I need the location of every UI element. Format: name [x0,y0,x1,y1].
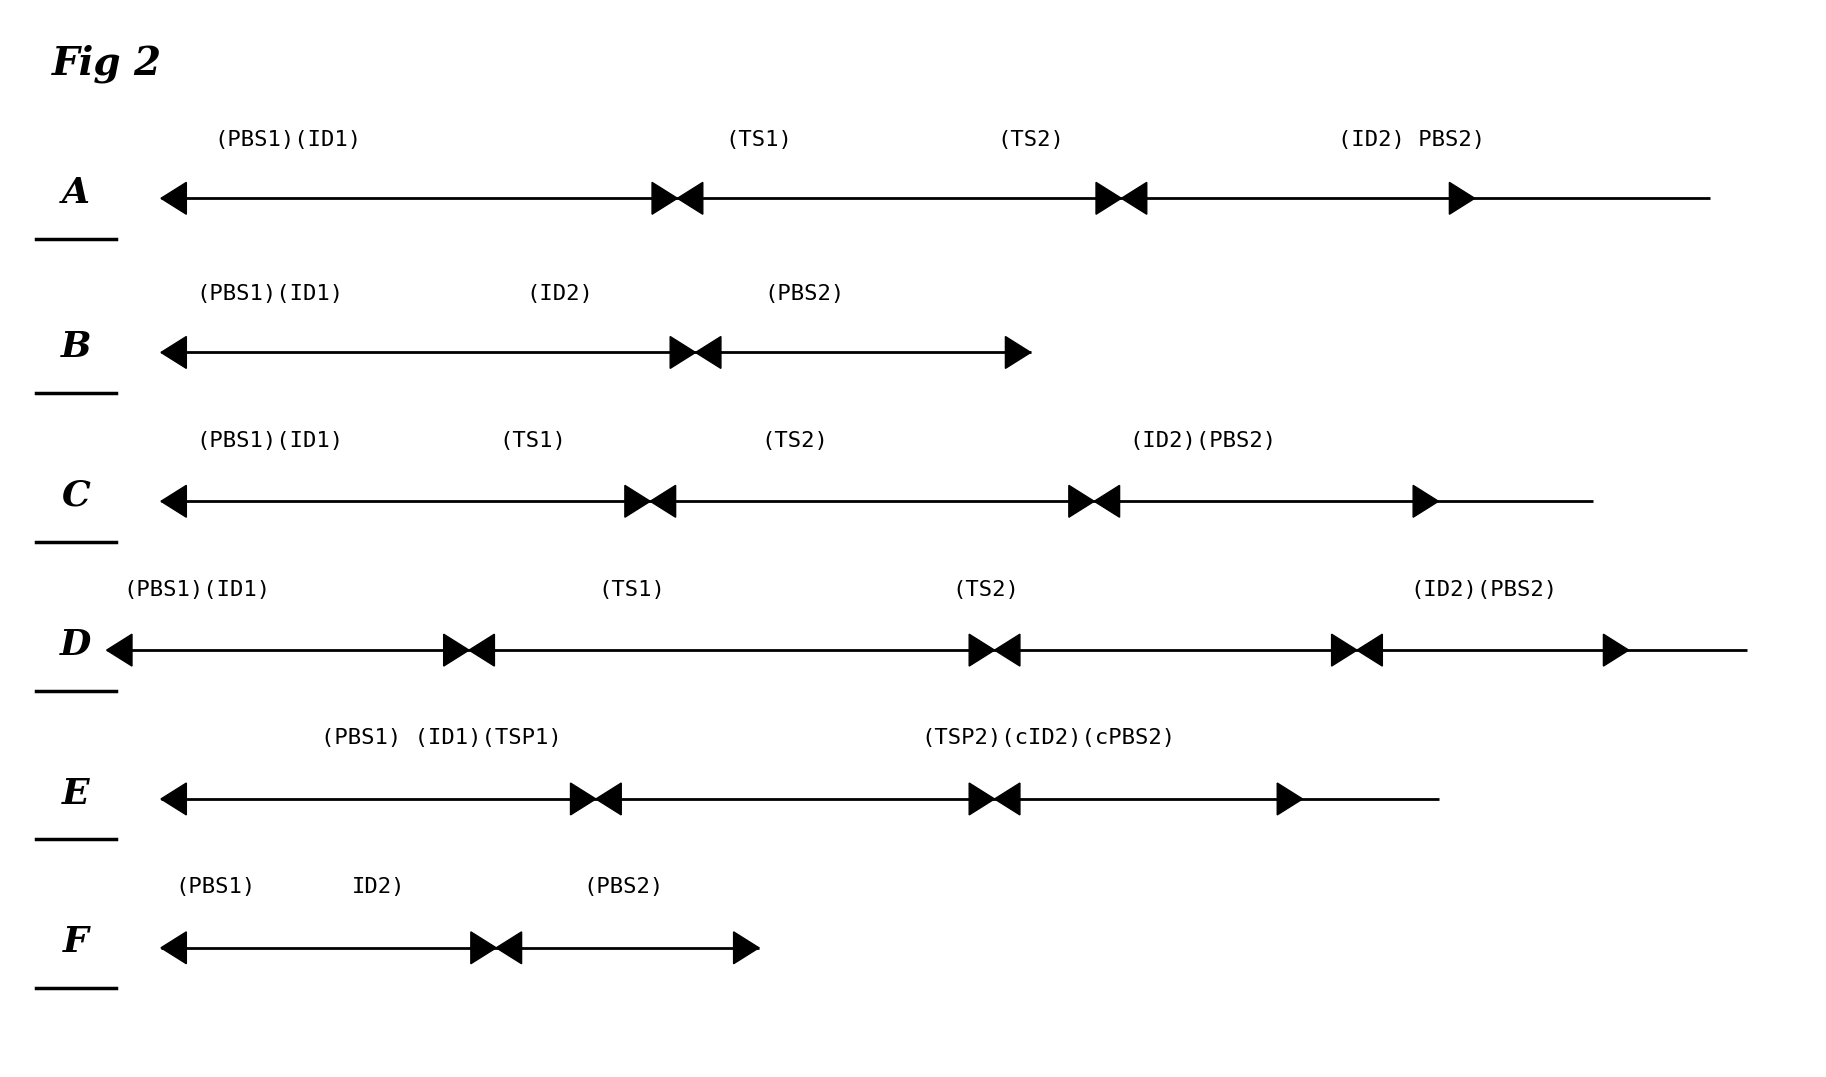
Polygon shape [1413,486,1439,517]
Text: (ID2)(PBS2): (ID2)(PBS2) [1128,431,1276,450]
Polygon shape [970,634,995,666]
Polygon shape [161,486,186,517]
Text: (TS2): (TS2) [951,579,1019,600]
Polygon shape [1096,182,1121,214]
Text: C: C [62,479,89,513]
Polygon shape [995,634,1021,666]
Polygon shape [497,932,522,964]
Polygon shape [595,783,621,815]
Text: D: D [60,628,91,661]
Text: (PBS1)(ID1): (PBS1)(ID1) [214,130,362,150]
Polygon shape [469,634,495,666]
Polygon shape [570,783,595,815]
Polygon shape [161,182,186,214]
Text: (PBS1): (PBS1) [175,877,256,897]
Text: (PBS2): (PBS2) [763,284,844,304]
Polygon shape [650,486,676,517]
Polygon shape [970,783,995,815]
Polygon shape [471,932,497,964]
Text: (TSP2)(cID2)(cPBS2): (TSP2)(cID2)(cPBS2) [922,728,1176,749]
Polygon shape [652,182,677,214]
Text: (TS2): (TS2) [997,130,1065,150]
Polygon shape [1121,182,1147,214]
Polygon shape [1276,783,1302,815]
Text: A: A [62,176,89,210]
Polygon shape [1006,336,1032,368]
Text: (PBS1)(ID1): (PBS1)(ID1) [195,431,343,450]
Polygon shape [1357,634,1382,666]
Text: (ID2): (ID2) [526,284,593,304]
Polygon shape [161,336,186,368]
Text: (PBS1) (ID1)(TSP1): (PBS1) (ID1)(TSP1) [321,728,562,749]
Text: (PBS1)(ID1): (PBS1)(ID1) [195,284,343,304]
Text: (TS1): (TS1) [725,130,792,150]
Text: E: E [62,777,89,811]
Polygon shape [106,634,131,666]
Polygon shape [444,634,469,666]
Text: (TS2): (TS2) [761,431,829,450]
Polygon shape [1450,182,1475,214]
Polygon shape [677,182,703,214]
Polygon shape [624,486,650,517]
Text: (ID2) PBS2): (ID2) PBS2) [1338,130,1485,150]
Text: B: B [60,331,91,364]
Polygon shape [734,932,760,964]
Polygon shape [696,336,721,368]
Polygon shape [1094,486,1119,517]
Polygon shape [161,932,186,964]
Text: (TS1): (TS1) [599,579,665,600]
Polygon shape [1331,634,1357,666]
Polygon shape [161,783,186,815]
Text: F: F [62,925,89,960]
Text: (PBS1)(ID1): (PBS1)(ID1) [124,579,270,600]
Text: ID2): ID2) [352,877,405,897]
Text: (PBS2): (PBS2) [582,877,663,897]
Text: (TS1): (TS1) [498,431,566,450]
Text: Fig 2: Fig 2 [53,44,163,83]
Polygon shape [670,336,696,368]
Polygon shape [1068,486,1094,517]
Text: (ID2)(PBS2): (ID2)(PBS2) [1410,579,1558,600]
Polygon shape [1603,634,1629,666]
Polygon shape [995,783,1021,815]
